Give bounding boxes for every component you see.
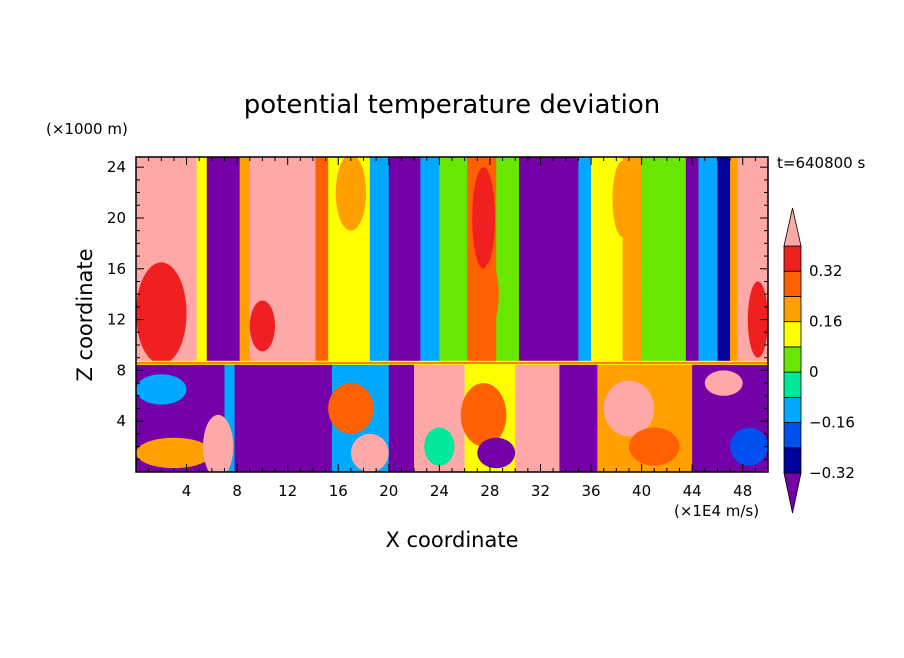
- x-axis-label: X coordinate: [385, 528, 518, 552]
- lower-column-1: [224, 363, 236, 472]
- y-tick-label-5: 24: [107, 158, 126, 176]
- lower-blob-9: [628, 427, 680, 466]
- interface-orange: [136, 362, 768, 364]
- upper-blob-1: [249, 300, 276, 352]
- y-tick-label-1: 8: [116, 361, 126, 379]
- upper-column-20: [717, 157, 731, 363]
- plot-area: [136, 157, 768, 472]
- upper-column-21: [730, 157, 739, 363]
- colorbar-bottom-arrow: [783, 472, 802, 514]
- x-unit-label: (×1E4 m/s): [674, 502, 759, 520]
- upper-blob-7: [641, 217, 680, 345]
- colorbar-swatch-7: [783, 270, 802, 297]
- y-tick-label-2: 12: [107, 311, 126, 329]
- lower-column-4: [388, 363, 415, 472]
- colorbar-swatch-2: [783, 396, 802, 423]
- lower-blob-10: [704, 370, 743, 396]
- colorbar-label-1: 0.16: [809, 313, 842, 331]
- y-axis-label: Z coordinate: [73, 248, 97, 381]
- colorbar-top-arrow: [783, 207, 802, 247]
- colorbar-swatch-5: [783, 321, 802, 348]
- y-axis: 4 8 12 16 20 24: [107, 158, 768, 460]
- lower-blob-1: [136, 437, 212, 469]
- upper-blob-0: [136, 262, 187, 363]
- lower-column-8: [559, 363, 598, 472]
- lower-blob-2: [202, 414, 234, 472]
- upper-column-2: [206, 157, 241, 363]
- lower-blob-6: [477, 437, 516, 469]
- x-tick-label-9: 40: [632, 482, 651, 500]
- lower-column-2: [234, 363, 333, 472]
- x-tick-label-8: 36: [581, 482, 600, 500]
- colorbar-label-2: 0: [809, 363, 819, 381]
- upper-column-1: [196, 157, 208, 363]
- upper-blob-3: [481, 262, 499, 326]
- x-axis: 4 8 12 16 20 24 28 32 36 40 44 48: [148, 157, 756, 500]
- colorbar-swatch-6: [783, 296, 802, 323]
- y-tick-label-3: 16: [107, 260, 126, 278]
- upper-column-18: [685, 157, 699, 363]
- colorbar-label-3: −0.16: [809, 414, 855, 432]
- y-unit-label: (×1000 m): [46, 120, 128, 138]
- upper-column-3: [239, 157, 251, 363]
- lower-blob-3: [328, 383, 374, 434]
- lower-blob-5: [460, 383, 507, 447]
- x-tick-label-7: 32: [531, 482, 550, 500]
- x-tick-label-10: 44: [683, 482, 702, 500]
- x-tick-label-0: 4: [182, 482, 192, 500]
- lower-blob-4: [350, 433, 389, 472]
- x-tick-label-3: 16: [329, 482, 348, 500]
- colorbar-label-0: 0.32: [809, 262, 842, 280]
- upper-blob-5: [747, 281, 768, 358]
- y-tick-label-0: 4: [116, 412, 126, 430]
- x-tick-label-11: 48: [733, 482, 752, 500]
- lower-blob-8: [603, 380, 655, 437]
- colorbar-swatch-8: [783, 245, 802, 272]
- lower-blob-11: [730, 427, 768, 466]
- x-tick-label-1: 8: [232, 482, 242, 500]
- time-label: t=640800 s: [777, 154, 865, 172]
- x-tick-label-2: 12: [278, 482, 297, 500]
- x-tick-label-6: 28: [480, 482, 499, 500]
- colorbar-swatch-3: [783, 371, 802, 398]
- colorbar: 0.32 0.16 0 −0.16 −0.32: [783, 207, 855, 514]
- interface-band: [136, 360, 768, 365]
- x-tick-label-4: 20: [379, 482, 398, 500]
- upper-layer-field: [136, 157, 768, 363]
- colorbar-swatch-4: [783, 346, 802, 373]
- y-tick-label-4: 20: [107, 209, 126, 227]
- upper-column-5: [315, 157, 329, 363]
- colorbar-swatch-0: [783, 447, 802, 474]
- lower-column-7: [515, 363, 560, 472]
- colorbar-swatch-1: [783, 422, 802, 449]
- lower-blob-0: [136, 374, 187, 405]
- lower-layer-field: [136, 363, 768, 472]
- upper-column-12: [496, 157, 520, 363]
- chart-title: potential temperature deviation: [244, 90, 660, 120]
- upper-blob-2: [472, 167, 495, 269]
- upper-column-19: [698, 157, 718, 363]
- upper-column-7: [369, 157, 390, 363]
- lower-blob-7: [424, 427, 455, 466]
- x-tick-label-5: 24: [430, 482, 449, 500]
- upper-blob-4: [612, 160, 633, 238]
- upper-column-14: [578, 157, 592, 363]
- upper-column-8: [388, 157, 421, 363]
- upper-column-9: [420, 157, 440, 363]
- upper-blob-6: [335, 157, 367, 231]
- upper-column-10: [439, 157, 468, 363]
- upper-column-13: [518, 157, 579, 363]
- colorbar-label-4: −0.32: [809, 464, 855, 482]
